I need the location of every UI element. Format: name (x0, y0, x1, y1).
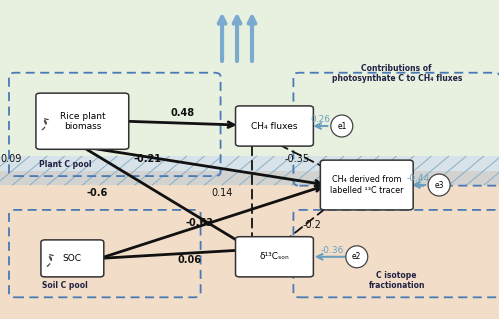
FancyBboxPatch shape (236, 237, 313, 277)
FancyBboxPatch shape (236, 106, 313, 146)
Text: -0.35: -0.35 (284, 154, 309, 165)
Text: Plant C pool: Plant C pool (38, 160, 91, 169)
Bar (0, 0, 499, 156)
Text: CH₄ fluxes: CH₄ fluxes (251, 122, 298, 130)
Text: Soil C pool: Soil C pool (42, 281, 88, 290)
Text: -0.6: -0.6 (87, 188, 108, 198)
Text: -0.63: -0.63 (186, 218, 214, 228)
Ellipse shape (428, 174, 450, 196)
Text: Rice plant
biomass: Rice plant biomass (59, 112, 105, 131)
Text: SOC: SOC (63, 254, 82, 263)
Text: e3: e3 (434, 181, 444, 189)
Ellipse shape (346, 246, 368, 268)
Text: 0.48: 0.48 (170, 108, 194, 118)
Text: δ¹³Cₛₒₙ: δ¹³Cₛₒₙ (259, 252, 289, 261)
Text: 0.14: 0.14 (212, 188, 233, 198)
Bar (0, 156, 499, 185)
FancyBboxPatch shape (320, 160, 413, 210)
Text: e2: e2 (352, 252, 361, 261)
FancyBboxPatch shape (41, 240, 104, 277)
Ellipse shape (331, 115, 353, 137)
Bar (0, 171, 499, 319)
Text: CH₄ derived from
labelled ¹³C tracer: CH₄ derived from labelled ¹³C tracer (330, 175, 404, 195)
Text: 0.26: 0.26 (310, 115, 330, 124)
Text: -0.21: -0.21 (133, 154, 161, 165)
FancyBboxPatch shape (36, 93, 129, 149)
Text: C isotope
fractionation: C isotope fractionation (368, 271, 425, 290)
Text: -0.44: -0.44 (407, 174, 430, 183)
Text: e1: e1 (337, 122, 346, 130)
Text: 0.09: 0.09 (0, 154, 21, 165)
Text: -0.36: -0.36 (320, 246, 343, 255)
Text: -0.2: -0.2 (302, 220, 321, 230)
Text: 0.06: 0.06 (178, 255, 202, 265)
Text: Contributions of
photosynthate C to CH₄ fluxes: Contributions of photosynthate C to CH₄ … (331, 63, 462, 83)
